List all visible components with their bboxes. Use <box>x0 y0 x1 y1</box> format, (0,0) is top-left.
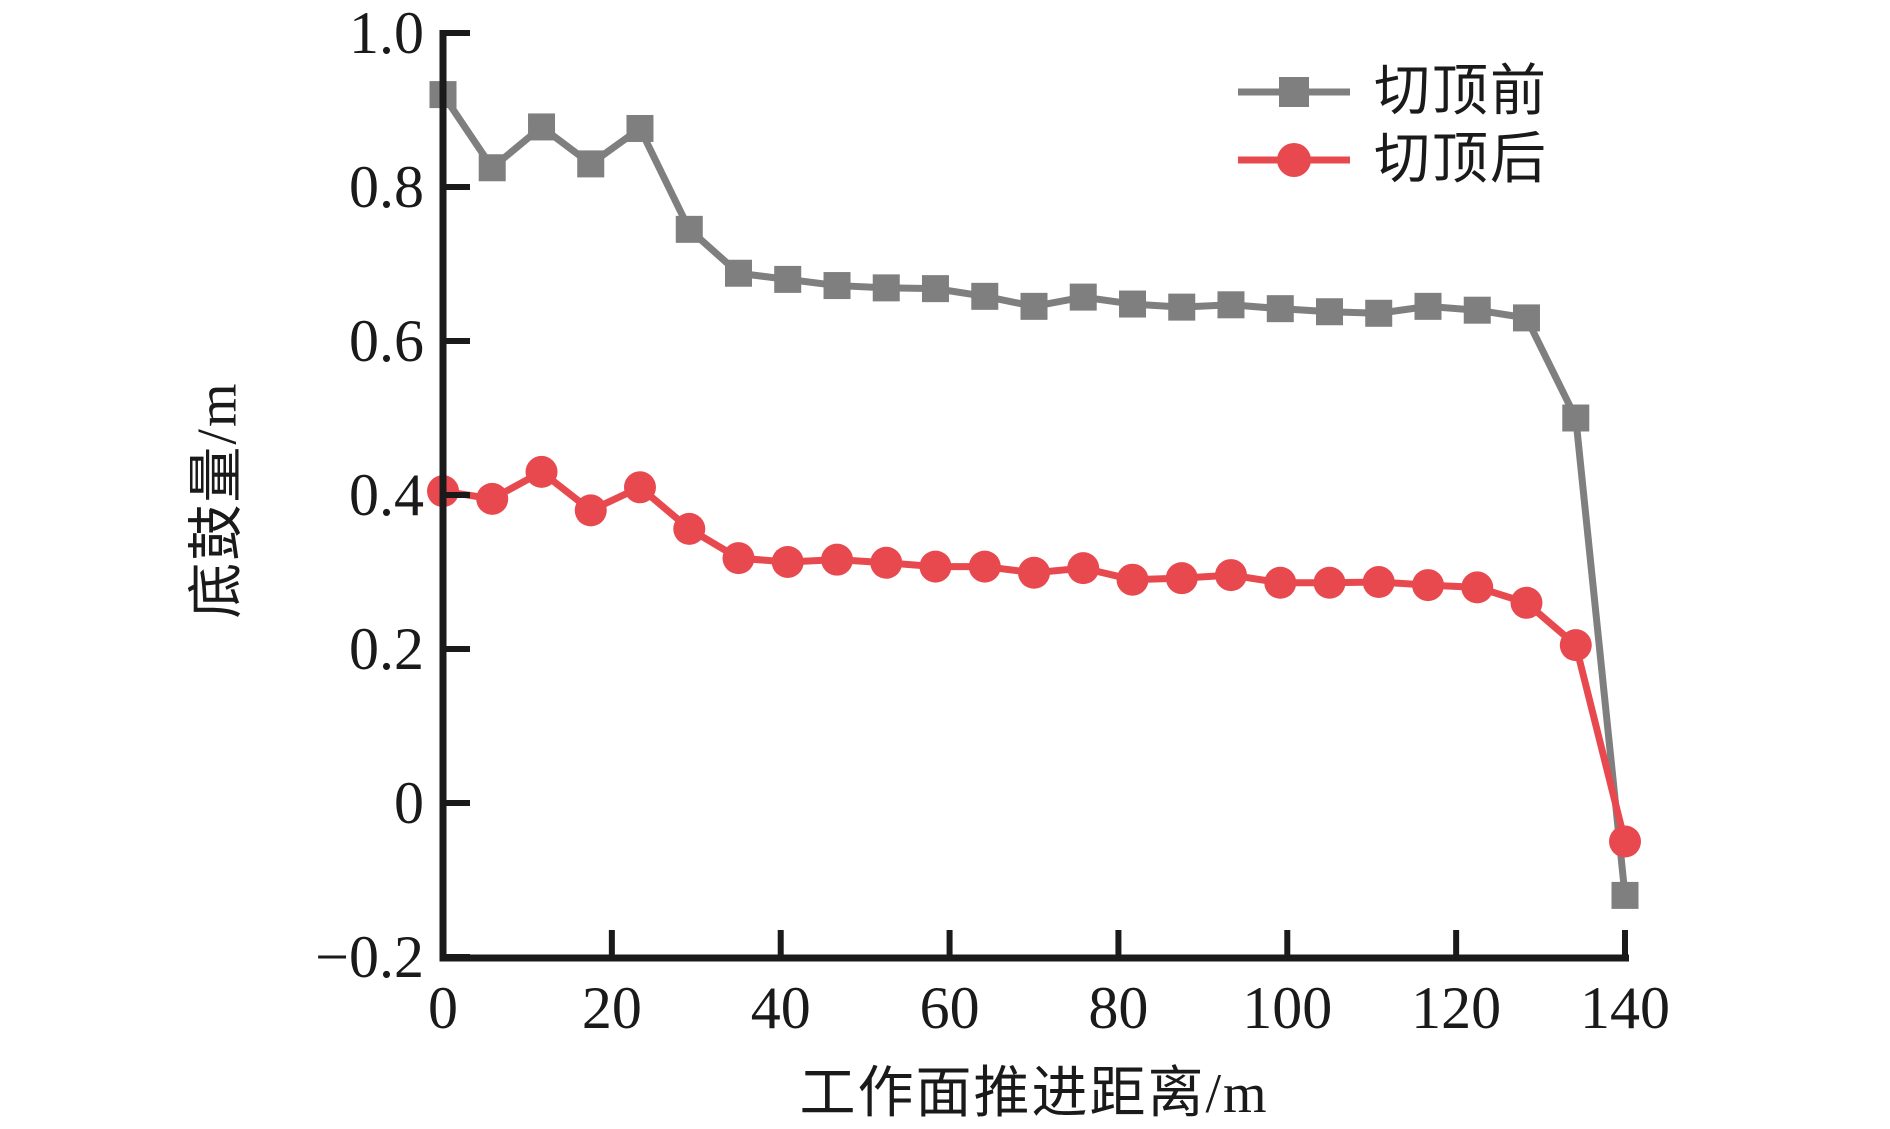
data-point-square <box>528 113 556 141</box>
data-point-square <box>1119 290 1147 318</box>
x-tick-label: 100 <box>1242 975 1332 1041</box>
data-point-square <box>823 272 851 300</box>
x-tick-label: 140 <box>1580 975 1670 1041</box>
data-point-circle <box>771 545 804 578</box>
x-tick-label: 80 <box>1088 975 1148 1041</box>
data-point-square <box>1562 404 1590 432</box>
data-point-square <box>971 282 999 310</box>
legend-label-before-cutting: 切顶前 <box>1374 61 1548 123</box>
data-point-circle <box>623 471 656 504</box>
data-point-square <box>1069 283 1097 311</box>
data-point-square <box>1266 295 1294 323</box>
y-tick-label: 0.2 <box>349 616 424 682</box>
data-point-circle <box>1510 586 1543 619</box>
series-line-after-cutting <box>442 467 1629 843</box>
data-point-circle <box>919 550 952 583</box>
data-point-circle <box>870 546 903 579</box>
data-point-circle <box>525 455 558 488</box>
legend-label-after-cutting: 切顶后 <box>1374 129 1548 191</box>
data-point-circle <box>1559 629 1592 662</box>
data-point-circle <box>1018 556 1050 589</box>
data-point-square <box>1512 304 1540 332</box>
data-point-square <box>1463 296 1491 324</box>
data-point-square <box>872 274 900 302</box>
data-point-square <box>774 265 802 293</box>
data-point-circle <box>1067 552 1100 585</box>
x-tick-label: 0 <box>428 975 458 1041</box>
x-tick-label: 60 <box>920 975 980 1041</box>
data-point-square <box>1414 292 1442 320</box>
data-point-square <box>577 150 605 178</box>
y-tick-label: 0.6 <box>349 308 424 374</box>
legend-circle-marker-icon <box>1238 143 1350 177</box>
x-tick-label: 20 <box>582 975 642 1041</box>
data-point-circle <box>574 494 607 527</box>
data-point-circle <box>1362 566 1395 599</box>
data-point-circle <box>1609 825 1641 858</box>
data-point-square <box>1020 292 1048 320</box>
data-point-circle <box>1461 571 1494 604</box>
y-tick-label: 0.4 <box>349 462 424 528</box>
data-point-circle <box>1313 566 1346 599</box>
data-point-square <box>1611 881 1639 909</box>
data-point-square <box>725 259 752 287</box>
y-tick-label: 0.8 <box>349 154 424 220</box>
data-point-square <box>675 215 703 243</box>
data-point-circle <box>821 543 854 576</box>
x-axis-title: 工作面推进距离/m <box>799 1063 1269 1125</box>
data-point-square <box>1168 293 1196 321</box>
data-point-circle <box>722 542 755 575</box>
data-point-square <box>1365 299 1393 327</box>
data-point-circle <box>673 512 706 545</box>
data-point-circle <box>476 482 509 515</box>
data-point-square <box>1217 291 1245 319</box>
x-tick-label: 40 <box>751 975 811 1041</box>
data-point-circle <box>1412 569 1445 602</box>
legend-square-marker-icon <box>1238 77 1350 107</box>
data-point-circle <box>1264 566 1297 599</box>
data-point-square <box>626 114 654 142</box>
data-point-circle <box>968 550 1001 583</box>
data-point-square <box>1316 298 1343 326</box>
legend-item-after-cutting: 切顶后 <box>1236 130 1548 190</box>
data-point-circle <box>1116 563 1149 596</box>
x-tick-label: 120 <box>1411 975 1501 1041</box>
y-tick-label: 1.0 <box>349 0 424 66</box>
legend-item-before-cutting: 切顶前 <box>1236 62 1548 122</box>
data-point-circle <box>1165 562 1198 595</box>
y-tick-label: 0 <box>394 770 424 836</box>
y-axis-title: 底鼓量/m <box>186 381 249 619</box>
data-point-circle <box>1214 559 1247 592</box>
data-point-square <box>921 275 949 303</box>
data-point-square <box>478 154 506 182</box>
y-tick-label: −0.2 <box>315 924 424 990</box>
legend: 切顶前 切顶后 <box>1236 62 1548 190</box>
